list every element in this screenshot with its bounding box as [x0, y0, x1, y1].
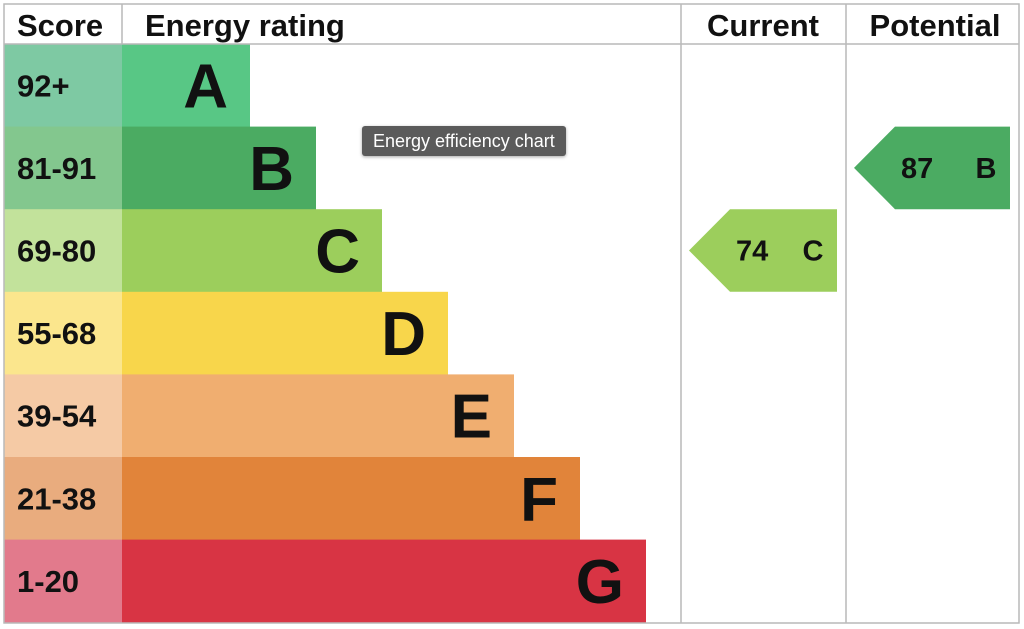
potential-rating-letter: B	[976, 153, 997, 185]
band-letter-c: C	[315, 218, 360, 287]
band-bar-c	[122, 209, 382, 293]
chart-border	[3, 3, 1020, 624]
range-cell-d	[4, 291, 122, 375]
range-cell-g	[4, 539, 122, 623]
range-cell-f	[4, 457, 122, 541]
band-bar-b	[122, 126, 316, 210]
range-label-e: 39-54	[17, 399, 97, 434]
range-label-a: 92+	[17, 68, 70, 103]
potential-rating-value: 87	[901, 153, 933, 185]
energy-bands: 92+ A 81-91 B 69-80 C 55-68 D 39-54 E 21-38 F 1-20 G	[4, 44, 646, 623]
chart-grid	[3, 3, 1020, 624]
band-letter-d: D	[381, 300, 426, 369]
band-bar-a	[122, 44, 250, 128]
band-letter-b: B	[249, 135, 294, 204]
band-letter-e: E	[451, 383, 492, 452]
band-bar-g	[122, 539, 646, 623]
range-cell-e	[4, 374, 122, 458]
band-bar-e	[122, 374, 514, 458]
range-cell-a	[4, 44, 122, 128]
current-rating-arrow	[689, 209, 837, 292]
band-bar-f	[122, 457, 580, 541]
potential-rating-arrow	[854, 126, 1010, 210]
band-letter-f: F	[520, 465, 558, 534]
potential-header: Potential	[870, 8, 1001, 43]
band-letter-g: G	[576, 548, 624, 617]
range-label-b: 81-91	[17, 151, 96, 186]
score-header: Score	[17, 8, 103, 43]
range-label-d: 55-68	[17, 316, 96, 351]
range-cell-b	[4, 126, 122, 210]
energy-rating-header: Energy rating	[145, 8, 345, 43]
range-label-f: 21-38	[17, 481, 96, 516]
current-header: Current	[707, 8, 819, 43]
rating-arrows: 74 C 87 B	[689, 126, 1010, 292]
band-letter-a: A	[183, 52, 228, 121]
current-rating-letter: C	[803, 236, 824, 268]
current-rating-value: 74	[736, 236, 768, 268]
band-bar-d	[122, 291, 448, 375]
chart-tooltip: Energy efficiency chart	[362, 126, 566, 156]
range-label-c: 69-80	[17, 234, 96, 269]
chart-header: Score Energy rating Current Potential	[17, 8, 1000, 43]
range-cell-c	[4, 209, 122, 293]
range-label-g: 1-20	[17, 564, 79, 599]
